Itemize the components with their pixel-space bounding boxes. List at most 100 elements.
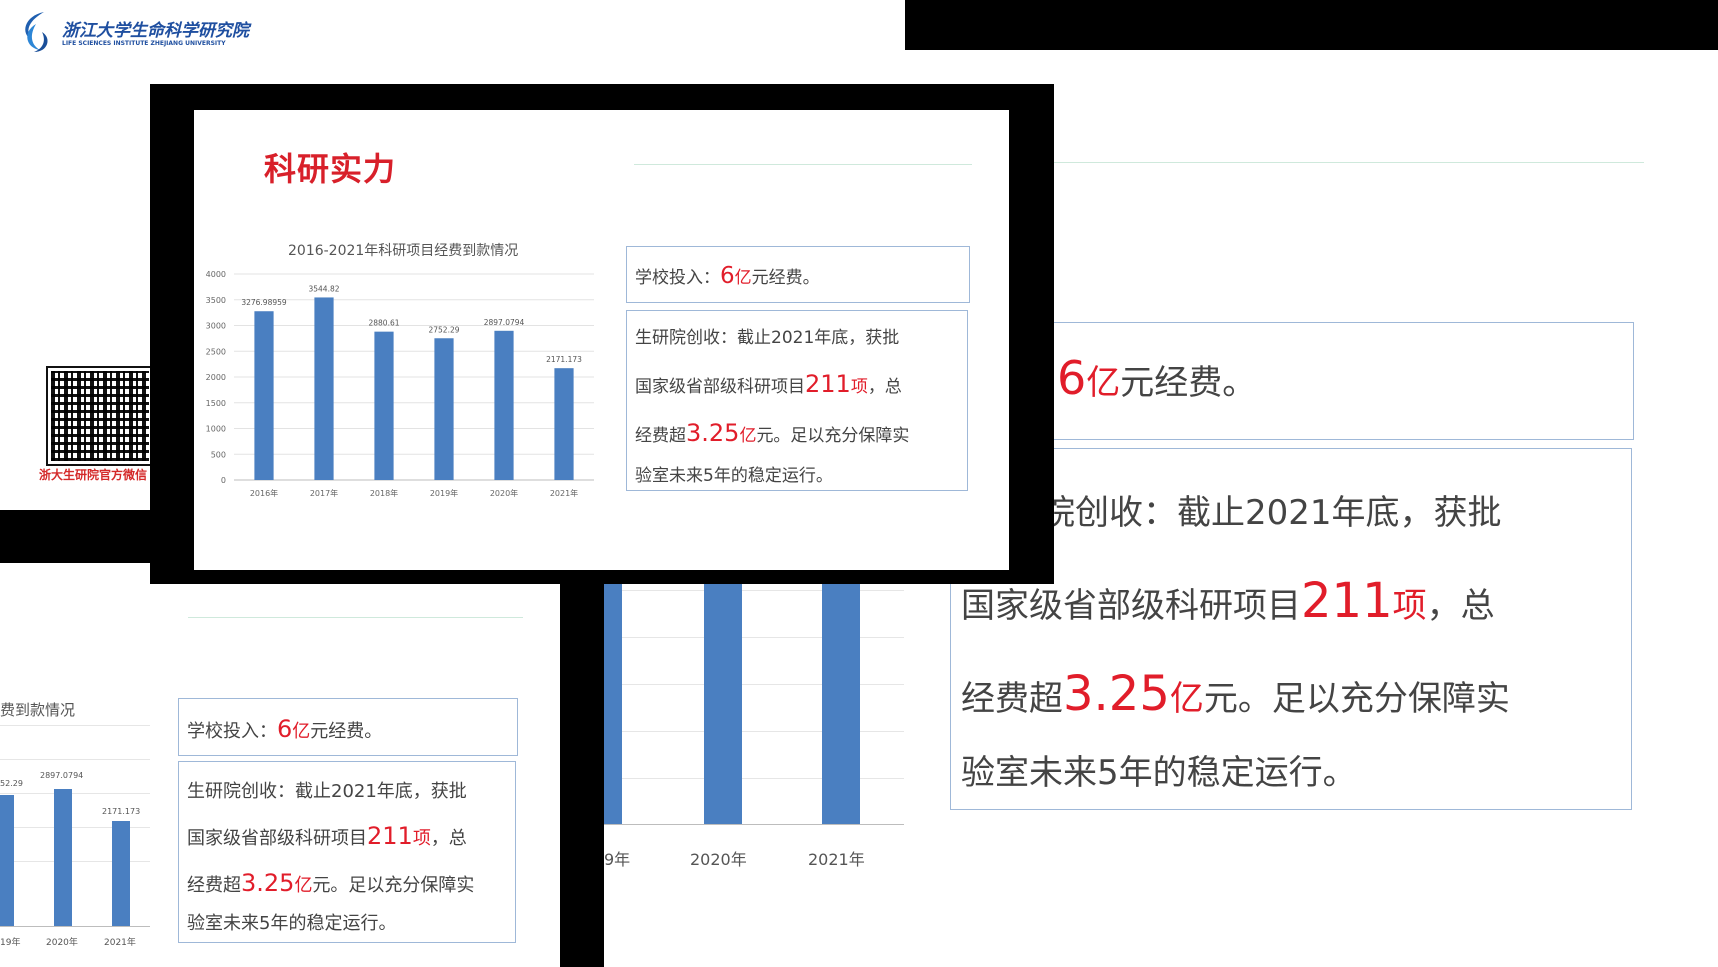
- bl-income-line3a: 经费超: [187, 875, 241, 896]
- bl-funding-unit: 亿: [292, 721, 311, 742]
- zoom-income-line3a: 经费超: [961, 679, 1063, 719]
- bl-income-line4: 验室未来5年的稳定运行。: [187, 913, 397, 934]
- bar-2018年: [374, 331, 394, 480]
- bl-x-label: 2021年: [104, 938, 136, 948]
- y-tick-label: 500: [211, 450, 226, 459]
- funding-number: 6: [720, 263, 735, 289]
- bl-x-label: 2020年: [46, 938, 78, 948]
- bar-2020年: [494, 330, 514, 480]
- chart-area: 2016-2021年科研项目经费到款情况 4000 3500 3000 2500 200…: [194, 240, 614, 540]
- y-tick-label: 4000: [206, 270, 226, 279]
- slide-title: 科研实力: [264, 150, 397, 188]
- bar-value-label: 2752.29: [428, 325, 459, 334]
- y-tick-label: 3500: [206, 296, 226, 305]
- y-tick-label: 3000: [206, 322, 226, 331]
- bar-value-label: 3544.82: [308, 284, 339, 293]
- zoom-funding-unit: 亿: [1086, 363, 1121, 403]
- zoom-x-label: 2021年: [808, 850, 865, 869]
- bl-income-box: 生研院创收：截止2021年底，获批 国家级省部级科研项目211项，总 经费超3.…: [178, 761, 516, 943]
- zoom-income-projects-number: 211: [1301, 573, 1393, 629]
- bl-income-amount-number: 3.25: [241, 869, 295, 897]
- zoom-income-amount-unit: 亿: [1169, 679, 1204, 719]
- logo-text-cn: 浙江大学生命科学研究院: [62, 21, 249, 41]
- zoom-funding-suffix: 元经费。: [1120, 363, 1257, 403]
- bl-value-label: 2171.173: [102, 807, 141, 816]
- x-tick-label: 2018年: [370, 488, 398, 498]
- bl-income-line1: 生研院创收：截止2021年底，获批: [187, 781, 467, 802]
- bl-income-amount-unit: 亿: [294, 875, 313, 896]
- income-line3a: 经费超: [635, 426, 686, 446]
- y-tick-label: 2000: [206, 373, 226, 382]
- bl-bar-2021: [112, 821, 130, 926]
- y-tick-label: 2500: [206, 347, 226, 356]
- bl-funding-label: 学校投入：: [187, 721, 277, 742]
- bl-value-label: 2897.0794: [40, 771, 84, 780]
- bl-funding-number: 6: [277, 715, 293, 743]
- income-box: 生研院创收：截止2021年底，获批 国家级省部级科研项目211项，总 经费超3.…: [626, 310, 968, 491]
- zoom-x-label: 9年: [604, 850, 631, 869]
- zoom-bar-2020: [704, 580, 742, 824]
- zoom-income-line2b: ，总: [1426, 586, 1495, 626]
- bar-value-label: 2880.61: [368, 319, 399, 328]
- qr-code: [46, 366, 154, 466]
- background-slide-bottom-left: 费到款情况 52.29 2897.0794 2171.173 19年 2020年…: [0, 563, 560, 967]
- zoom-income-box: 院创收：截止2021年底，获批 国家级省部级科研项目211项，总 经费超3.25…: [950, 448, 1632, 810]
- zoom-income-line3b: 元。足以充分保障实: [1203, 679, 1510, 719]
- bar-2021年: [554, 368, 574, 480]
- zoom-income-projects-unit: 项: [1392, 586, 1427, 626]
- income-line2a: 国家级省部级科研项目: [635, 377, 805, 397]
- income-amount-unit: 亿: [739, 426, 757, 446]
- bar-value-label: 3276.98959: [241, 298, 287, 307]
- bl-income-line3b: 元。足以充分保障实: [312, 875, 475, 896]
- bl-income-line2a: 国家级省部级科研项目: [187, 828, 367, 849]
- bl-x-label: 19年: [0, 938, 21, 948]
- zoom-income-line2a: 国家级省部级科研项目: [961, 586, 1301, 626]
- bar-chart: 4000 3500 3000 2500 2000 1500 1000 500 0 3276.989…: [206, 270, 594, 498]
- logo-text-en: LIFE SCIENCES INSTITUTE ZHEJIANG UNIVERS…: [62, 40, 226, 47]
- x-tick-label: 2017年: [310, 488, 338, 498]
- x-tick-label: 2021年: [550, 488, 578, 498]
- funding-box: 学校投入：6亿元经费。: [626, 246, 970, 303]
- bar-2019年: [434, 338, 454, 480]
- income-line1: 生研院创收：截止2021年底，获批: [635, 328, 900, 348]
- main-slide: 科研实力 2016-2021年科研项目经费到款情况 4000 3500 3000 25…: [194, 110, 1009, 570]
- bl-bar-2019: [0, 795, 14, 926]
- qr-caption: 浙大生研院官方微信: [39, 468, 148, 482]
- bar-2016年: [254, 311, 274, 480]
- income-projects-number: 211: [805, 370, 851, 398]
- bl-funding-suffix: 元经费。: [310, 721, 383, 742]
- bar-value-label: 2897.0794: [484, 318, 525, 327]
- x-tick-label: 2020年: [490, 488, 518, 498]
- zoom-bar-2019: [604, 580, 622, 824]
- zoom-bar-2021: [822, 580, 860, 824]
- logo-icon: [14, 8, 58, 54]
- funding-label: 学校投入：: [635, 268, 720, 288]
- zoom-funding-number: 6: [1057, 351, 1087, 405]
- income-line4: 验室未来5年的稳定运行。: [635, 466, 833, 486]
- top-strip: [905, 0, 1718, 50]
- bl-chart-title: 费到款情况: [0, 701, 76, 719]
- income-line3b: 元。足以充分保障实: [756, 426, 910, 446]
- zoom-income-line4: 验室未来5年的稳定运行。: [961, 753, 1357, 793]
- funding-unit: 亿: [734, 268, 752, 288]
- x-tick-label: 2019年: [430, 488, 458, 498]
- bl-value-label: 52.29: [0, 779, 23, 788]
- bl-funding-box: 学校投入：6亿元经费。: [178, 698, 518, 756]
- y-tick-label: 1500: [206, 399, 226, 408]
- bl-income-projects-number: 211: [367, 822, 413, 850]
- income-line2b: ，总: [867, 377, 902, 397]
- chart-title: 2016-2021年科研项目经费到款情况: [288, 243, 519, 259]
- bar-value-label: 2171.173: [546, 355, 582, 364]
- bl-bar-2020: [54, 789, 72, 926]
- funding-suffix: 元经费。: [751, 268, 820, 288]
- bar-2017年: [314, 297, 334, 480]
- bl-income-line2b: ，总: [430, 828, 467, 849]
- zoom-income-amount-number: 3.25: [1063, 666, 1170, 722]
- zoom-x-label: 2020年: [690, 850, 747, 869]
- income-amount-number: 3.25: [686, 419, 740, 447]
- x-tick-label: 2016年: [250, 488, 278, 498]
- y-tick-label: 1000: [206, 425, 226, 434]
- bl-income-projects-unit: 项: [412, 828, 431, 849]
- zoom-income-line1: 院创收：截止2021年底，获批: [1041, 493, 1502, 533]
- income-projects-unit: 项: [850, 377, 868, 397]
